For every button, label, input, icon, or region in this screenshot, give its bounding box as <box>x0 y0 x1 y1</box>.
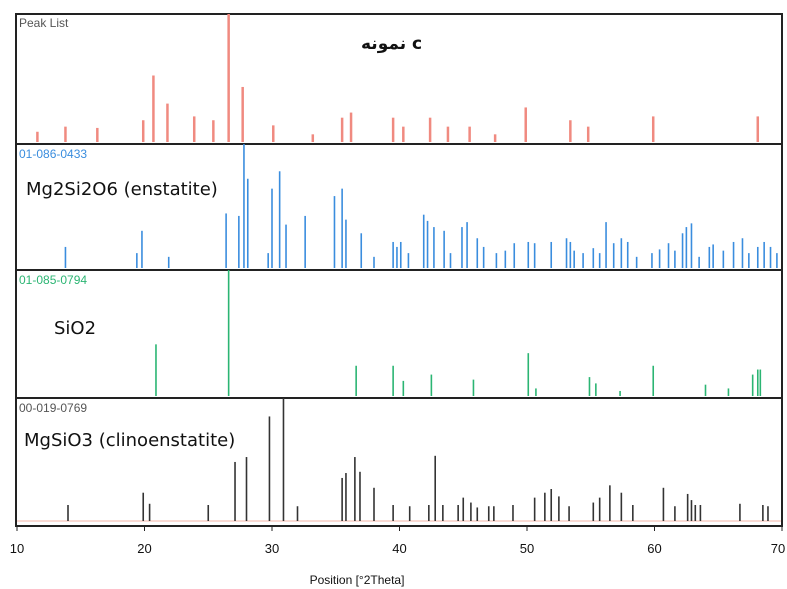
peak-series-sio2 <box>155 270 762 396</box>
x-axis-title: Position [°2Theta] <box>310 573 405 587</box>
panel-frame-sio2 <box>15 269 783 399</box>
x-axis-ticks: 10 20 30 40 50 60 70 <box>10 526 785 556</box>
peak-series-enstatite <box>64 144 778 268</box>
panel-label-clinoenstatite: 00-019-0769 <box>19 401 87 415</box>
panel-frame-enstatite <box>15 143 783 271</box>
panel-title-peak-list: نمونه c <box>361 34 422 54</box>
x-tick-label-5: 60 <box>647 541 661 556</box>
x-tick-label-2: 30 <box>265 541 279 556</box>
panel-label-enstatite: 01-086-0433 <box>19 147 87 161</box>
compound-label-enstatite: Mg2Si2O6 (enstatite) <box>26 179 218 200</box>
x-tick-label-6: 70 <box>771 541 785 556</box>
x-tick-label-1: 20 <box>137 541 151 556</box>
x-tick-label-0: 10 <box>10 541 24 556</box>
peak-series-clinoenstatite <box>67 398 769 521</box>
x-tick-label-3: 40 <box>392 541 406 556</box>
panel-frame-clinoenstatite <box>15 397 783 527</box>
peak-series-peak-list <box>36 14 760 142</box>
compound-label-sio2: SiO2 <box>54 318 96 339</box>
panel-label-peak-list: Peak List <box>19 16 69 30</box>
compound-label-clinoenstatite: MgSiO3 (clinoenstatite) <box>24 430 235 451</box>
panel-label-sio2: 01-085-0794 <box>19 273 87 287</box>
x-tick-label-4: 50 <box>520 541 534 556</box>
